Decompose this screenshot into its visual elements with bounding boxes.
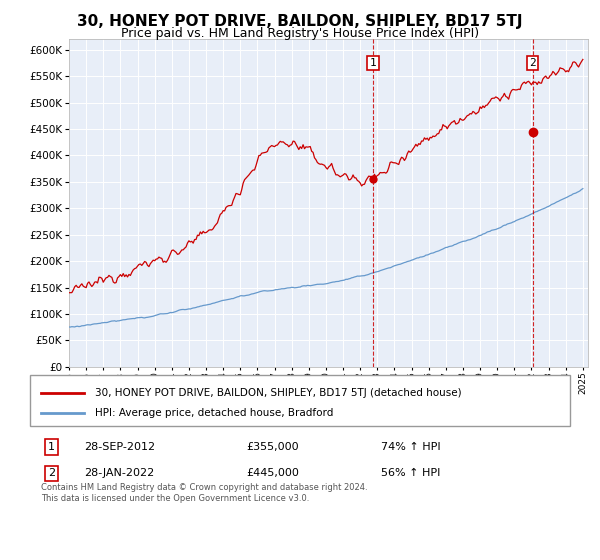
Text: 28-SEP-2012: 28-SEP-2012	[84, 442, 155, 452]
Text: 30, HONEY POT DRIVE, BAILDON, SHIPLEY, BD17 5TJ: 30, HONEY POT DRIVE, BAILDON, SHIPLEY, B…	[77, 14, 523, 29]
Text: Contains HM Land Registry data © Crown copyright and database right 2024.
This d: Contains HM Land Registry data © Crown c…	[41, 483, 367, 502]
Text: 1: 1	[370, 58, 376, 68]
Text: £445,000: £445,000	[246, 468, 299, 478]
Text: HPI: Average price, detached house, Bradford: HPI: Average price, detached house, Brad…	[95, 408, 333, 418]
Text: 30, HONEY POT DRIVE, BAILDON, SHIPLEY, BD17 5TJ (detached house): 30, HONEY POT DRIVE, BAILDON, SHIPLEY, B…	[95, 388, 461, 398]
Text: 2: 2	[529, 58, 536, 68]
Text: 1: 1	[48, 442, 55, 452]
Text: 56% ↑ HPI: 56% ↑ HPI	[381, 468, 440, 478]
Text: 74% ↑ HPI: 74% ↑ HPI	[381, 442, 440, 452]
Text: Price paid vs. HM Land Registry's House Price Index (HPI): Price paid vs. HM Land Registry's House …	[121, 27, 479, 40]
Text: £355,000: £355,000	[246, 442, 299, 452]
Text: 28-JAN-2022: 28-JAN-2022	[84, 468, 154, 478]
Text: 2: 2	[48, 468, 55, 478]
